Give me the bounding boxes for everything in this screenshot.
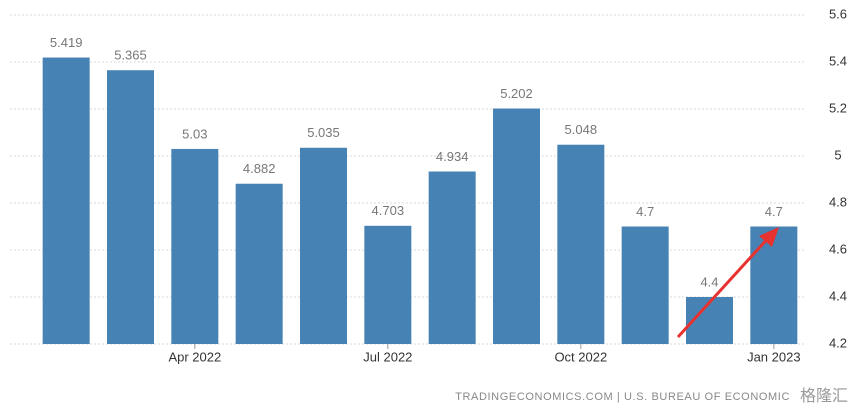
bar bbox=[750, 226, 798, 344]
value-label: 4.882 bbox=[243, 161, 276, 176]
bar bbox=[107, 70, 154, 344]
bar bbox=[557, 144, 605, 344]
bar bbox=[171, 148, 219, 344]
value-label: 4.703 bbox=[372, 203, 405, 218]
watermark: 格隆汇 bbox=[800, 387, 848, 405]
bar bbox=[300, 147, 347, 344]
source: TRADINGECONOMICS.COM | U.S. BUREAU OF EC… bbox=[455, 391, 790, 403]
value-label: 5.202 bbox=[500, 86, 533, 101]
value-label: 5.03 bbox=[182, 126, 207, 141]
x-tick-label: Oct 2022 bbox=[554, 349, 607, 364]
bar bbox=[235, 183, 283, 344]
value-label: 4.7 bbox=[765, 204, 783, 219]
value-label: 5.365 bbox=[114, 48, 147, 63]
bar bbox=[493, 108, 540, 344]
value-label: 4.4 bbox=[700, 274, 718, 289]
annotation-arrow bbox=[676, 227, 779, 339]
y-tick-label: 4.2 bbox=[829, 335, 847, 350]
bar bbox=[428, 171, 476, 344]
value-label: 4.934 bbox=[436, 149, 469, 164]
y-tick-label: 5.6 bbox=[829, 6, 847, 21]
y-tick-label: 4.6 bbox=[829, 241, 847, 256]
bar bbox=[364, 225, 412, 344]
value-label: 5.419 bbox=[50, 35, 83, 50]
y-tick-label: 5.4 bbox=[829, 53, 847, 68]
plot: 4.2 4.4 4.6 4.8 5 5.2 5.4 5.6 5.419 5.365 5.03 Apr … bbox=[10, 6, 847, 364]
x-tick-label: Apr 2022 bbox=[168, 349, 221, 364]
y-tick-label: 4.8 bbox=[829, 194, 847, 209]
y-tick-label: 5 bbox=[834, 147, 841, 162]
value-label: 5.048 bbox=[565, 122, 598, 137]
y-tick-label: 5.2 bbox=[829, 100, 847, 115]
x-tick-label: Jul 2022 bbox=[363, 349, 412, 364]
x-tick-label: Jan 2023 bbox=[747, 349, 801, 364]
value-label: 4.7 bbox=[636, 204, 654, 219]
arrow-line bbox=[676, 234, 772, 339]
bar bbox=[42, 57, 90, 344]
y-tick-label: 4.4 bbox=[829, 288, 847, 303]
arrow-head bbox=[759, 227, 779, 247]
value-label: 5.035 bbox=[307, 125, 340, 140]
bar bbox=[621, 226, 669, 344]
